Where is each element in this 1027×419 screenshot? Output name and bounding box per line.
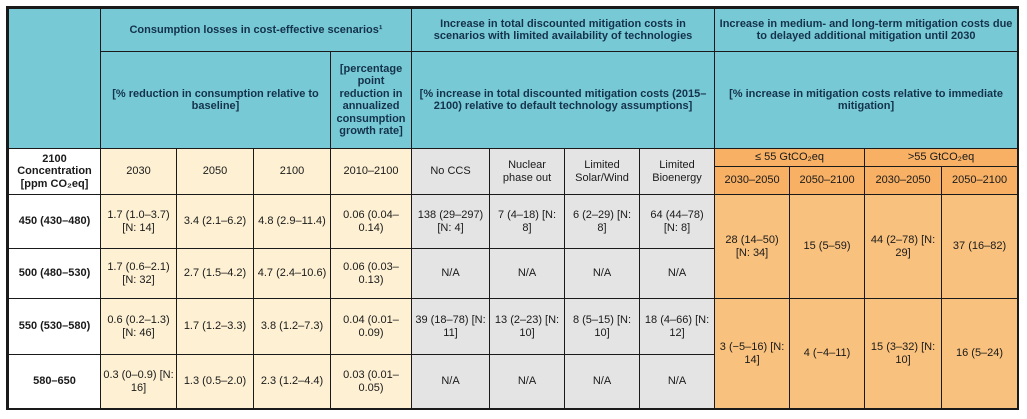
group-header-consumption: Consumption losses in cost-effective sce… [99,8,413,52]
cell-delay-p3: 44 (2–78) [N: 29] [864,194,943,299]
col-limited-bioenergy: Limited Bioenergy [639,148,716,195]
row-label: 450 (430–480) [8,194,101,249]
cell-bioenergy: 18 (4–66) [N: 12] [639,298,716,355]
cell-delay-p4: 16 (5–24) [941,298,1019,409]
group-header-delay: Increase in medium- and long-term mitiga… [714,8,1019,52]
cell-delay-p1: 28 (14–50) [N: 34] [714,194,791,299]
row-label: 550 (530–580) [8,298,101,355]
cell-solar-wind: 6 (2–29) [N: 8] [564,194,641,249]
cell-2010-2100: 0.06 (0.03–0.13) [329,248,413,299]
col-2050: 2050 [176,148,254,195]
unit-technologies: [% increase in total discounted mitigati… [411,51,716,149]
cell-nuclear: 7 (4–18) [N: 8] [489,194,566,249]
cell-bioenergy: N/A [639,354,716,409]
cell-bioenergy: 64 (44–78) [N: 8] [639,194,716,249]
col-period-4: 2050–2100 [941,166,1019,195]
table-frame: Consumption losses in cost-effective sce… [6,6,1019,410]
cell-nuclear: N/A [489,354,566,409]
cell-2010-2100: 0.06 (0.04–0.14) [329,194,413,249]
col-no-ccs: No CCS [411,148,491,195]
col-nuclear-phase-out: Nuclear phase out [489,148,566,195]
col-limited-solar-wind: Limited Solar/Wind [564,148,641,195]
cell-2030: 0.6 (0.2–1.3) [N: 46] [100,298,177,355]
group-header-technologies: Increase in total discounted mitigation … [411,8,716,52]
cell-2050: 1.7 (1.2–3.3) [176,298,254,355]
cell-2030: 1.7 (0.6–2.1) [N: 32] [100,248,177,299]
cell-2010-2100: 0.03 (0.01–0.05) [329,354,413,409]
cell-2100: 4.7 (2.4–10.6) [253,248,331,299]
cell-delay-p2: 15 (5–59) [789,194,866,299]
cell-2100: 4.8 (2.9–11.4) [253,194,331,249]
cell-no-ccs: N/A [411,354,491,409]
cell-no-ccs: 138 (29–297) [N: 4] [411,194,491,249]
col-period-1: 2030–2050 [714,166,791,195]
cell-nuclear: N/A [489,248,566,299]
cell-2050: 1.3 (0.5–2.0) [176,354,254,409]
cell-no-ccs: N/A [411,248,491,299]
cell-delay-p3: 15 (3–32) [N: 10] [864,298,943,409]
cell-2100: 3.8 (1.2–7.3) [253,298,331,355]
cell-2030: 1.7 (1.0–3.7) [N: 14] [100,194,177,249]
cell-solar-wind: N/A [564,248,641,299]
col-2030: 2030 [100,148,177,195]
col-period-2: 2050–2100 [789,166,866,195]
row-label: 500 (480–530) [8,248,101,299]
corner-cell [8,8,101,149]
cell-2050: 2.7 (1.5–4.2) [176,248,254,299]
cell-2030: 0.3 (0–0.9) [N: 16] [100,354,177,409]
col-2010-2100: 2010–2100 [329,148,413,195]
col-gt-55: >55 GtCO₂eq [864,148,1019,167]
col-le-55: ≤ 55 GtCO₂eq [714,148,866,167]
unit-consumption-reduction: [% reduction in consumption relative to … [100,51,331,149]
cell-delay-p1: 3 (−5–16) [N: 14] [714,298,791,409]
cell-solar-wind: N/A [564,354,641,409]
mitigation-cost-table: Consumption losses in cost-effective sce… [8,8,1019,409]
cell-delay-p2: 4 (−4–11) [789,298,866,409]
cell-no-ccs: 39 (18–78) [N: 11] [411,298,491,355]
cell-2100: 2.3 (1.2–4.4) [253,354,331,409]
row-header-title: 2100 Concentration [ppm CO₂eq] [8,148,101,195]
cell-nuclear: 13 (2–23) [N: 10] [489,298,566,355]
cell-2010-2100: 0.04 (0.01–0.09) [329,298,413,355]
cell-delay-p4: 37 (16–82) [941,194,1019,299]
row-label: 580–650 [8,354,101,409]
col-2100: 2100 [253,148,331,195]
cell-2050: 3.4 (2.1–6.2) [176,194,254,249]
cell-bioenergy: N/A [639,248,716,299]
cell-solar-wind: 8 (5–15) [N: 10] [564,298,641,355]
col-period-3: 2030–2050 [864,166,943,195]
unit-delay: [% increase in mitigation costs relative… [714,51,1019,149]
unit-growth-rate: [percentage point reduction in annualize… [329,51,413,149]
